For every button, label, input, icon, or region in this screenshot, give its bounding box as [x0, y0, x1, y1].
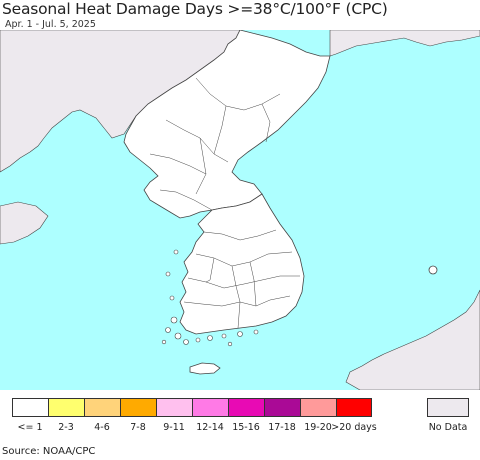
- legend-label: 4-6: [94, 422, 110, 433]
- legend-swatch: [228, 398, 264, 417]
- legend: <= 1 2-3 4-6 7-8 9-11 12-14 15-16 17-18 19-20 >20…: [0, 398, 480, 438]
- legend-label: 2-3: [58, 422, 74, 433]
- province-borders: [149, 77, 300, 329]
- legend-label: >20 days: [331, 422, 377, 433]
- legend-label: <= 1: [17, 422, 43, 433]
- legend-label: 17-18: [268, 422, 296, 433]
- legend-swatch: [264, 398, 300, 417]
- japan-landmass: [345, 289, 480, 390]
- legend-label-no-data: No Data: [428, 422, 468, 433]
- ulleung-island: [428, 265, 438, 275]
- legend-label: 19-20: [304, 422, 332, 433]
- legend-swatch: [156, 398, 192, 417]
- legend-swatch: [48, 398, 84, 417]
- legend-swatch: [192, 398, 228, 417]
- legend-swatch-no-data: [427, 398, 469, 417]
- source-credit: Source: NOAA/CPC: [2, 446, 96, 457]
- legend-label: 7-8: [130, 422, 146, 433]
- shandong-peninsula: [0, 201, 49, 245]
- russia-landmass: [329, 30, 480, 57]
- legend-label: 9-11: [163, 422, 185, 433]
- legend-swatch: [300, 398, 336, 417]
- map-subtitle: Apr. 1 - Jul. 5, 2025: [5, 19, 96, 30]
- legend-label: 15-16: [232, 422, 260, 433]
- legend-swatch: [12, 398, 48, 417]
- jeju-island: [189, 362, 221, 375]
- legend-swatch: [120, 398, 156, 417]
- legend-swatch: [84, 398, 120, 417]
- map-title: Seasonal Heat Damage Days >=38°C/100°F (…: [2, 0, 388, 18]
- southwest-islands: [161, 249, 259, 347]
- map-canvas: [0, 30, 480, 390]
- legend-label: 12-14: [196, 422, 224, 433]
- north-korea: [123, 30, 331, 219]
- legend-swatch: [336, 398, 372, 417]
